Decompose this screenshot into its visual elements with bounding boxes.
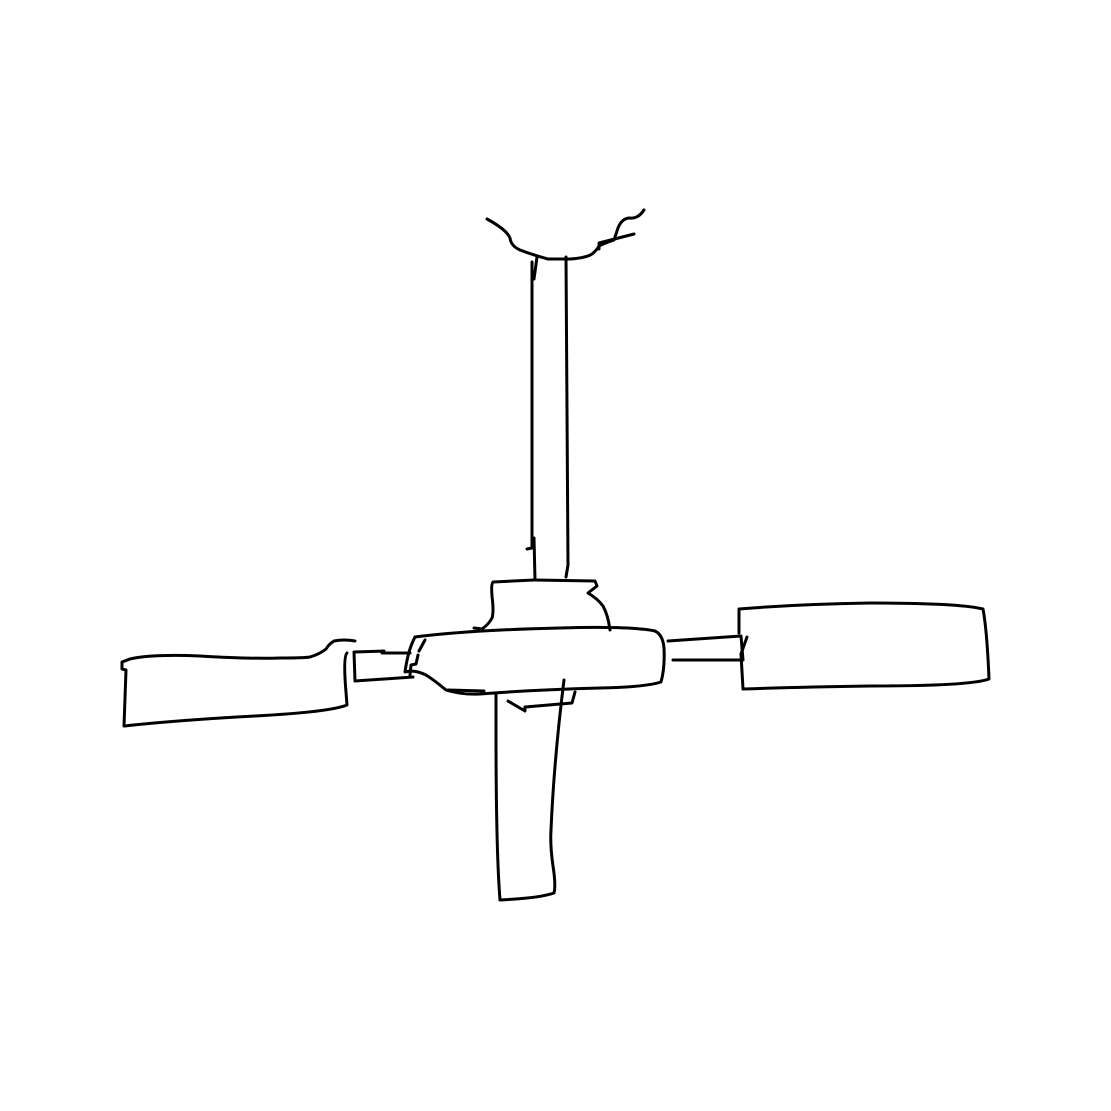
motor-collar xyxy=(472,578,612,632)
fan-blade-left xyxy=(120,638,415,728)
ceiling-mount xyxy=(485,208,646,261)
fan-blade-front xyxy=(494,678,577,902)
fan-blade-right xyxy=(666,601,991,691)
downrod xyxy=(525,255,570,582)
motor-housing xyxy=(403,625,666,696)
